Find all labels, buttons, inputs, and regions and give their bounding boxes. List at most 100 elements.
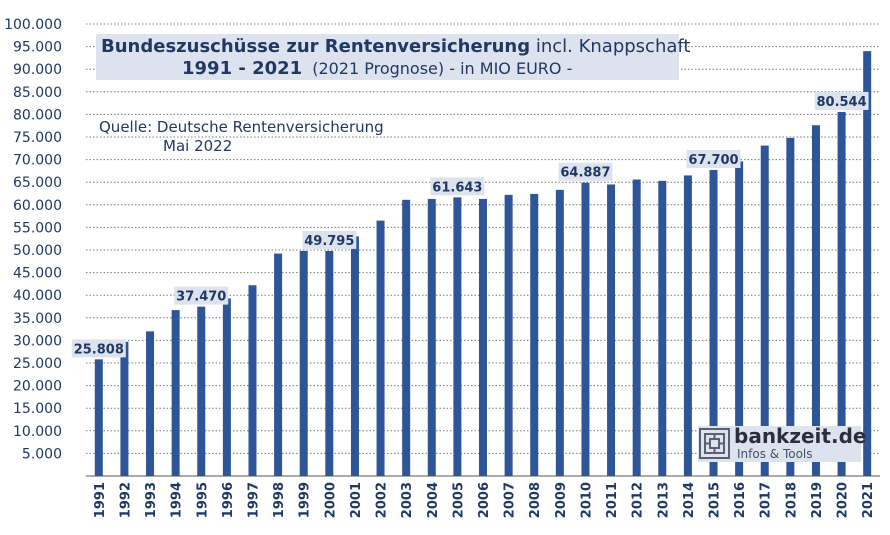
x-tick-label: 2015	[708, 482, 723, 518]
data-label-2010: 64.887	[560, 166, 610, 181]
bar-1994	[171, 310, 180, 476]
x-tick-label: 2007	[503, 482, 518, 518]
y-tick-label: 55.000	[13, 220, 62, 236]
bar-2011	[607, 184, 616, 476]
bar-2014	[683, 175, 692, 477]
bar-1993	[146, 331, 155, 476]
bars	[94, 51, 872, 477]
y-tick-label: 20.000	[13, 379, 62, 395]
x-tick-label: 1995	[195, 482, 210, 518]
x-tick-label: 2001	[349, 482, 364, 518]
x-tick-label: 2012	[631, 482, 646, 518]
source-line-1: Quelle: Deutsche Rentenversicherung	[99, 118, 384, 136]
chart-title-rest: incl. Knappschaft	[535, 36, 691, 57]
x-tick-label: 1991	[93, 482, 108, 518]
bar-2013	[658, 180, 667, 476]
bar-2015	[709, 169, 718, 476]
x-tick-label: 2013	[656, 482, 671, 518]
x-tick-label: 2010	[579, 482, 594, 518]
x-tick-label: 1996	[221, 482, 236, 518]
subtitle-rest: (2021 Prognose) - in MIO EURO -	[312, 59, 573, 78]
x-axis-tick-labels: 1991 1992 1993 1994 1995 1996 1997 1998 1999 2000…	[93, 482, 876, 518]
y-tick-label: 60.000	[13, 198, 62, 214]
data-label-background	[430, 177, 485, 196]
x-tick-label: 2021	[861, 482, 876, 518]
logo-name: bankzeit.de	[734, 424, 867, 448]
bar-2010	[581, 182, 590, 476]
chart-subtitle: 1991 - 2021 (2021 Prognose) - in MIO EURO…	[182, 58, 572, 79]
bar-2018	[786, 137, 795, 477]
bar-2006	[479, 198, 487, 476]
bar-1999	[299, 250, 308, 476]
bar-2003	[402, 199, 411, 476]
bar-2017	[760, 145, 769, 476]
data-label-2005: 61.643	[432, 180, 482, 195]
data-label-background	[302, 230, 357, 249]
x-tick-label: 2008	[528, 482, 543, 518]
y-tick-label: 80.000	[13, 107, 62, 123]
x-tick-label: 2011	[605, 482, 620, 518]
bar-1992	[120, 341, 129, 476]
y-tick-label: 95.000	[13, 40, 62, 56]
y-tick-label: 85.000	[13, 85, 62, 101]
x-tick-label: 2004	[426, 482, 441, 518]
x-tick-label: 2005	[451, 482, 466, 518]
bar-2012	[632, 179, 641, 476]
x-tick-label: 2003	[400, 482, 415, 518]
bar-2008	[530, 193, 539, 476]
bar-1996	[222, 298, 231, 476]
bar-2020	[837, 111, 846, 477]
y-tick-label: 90.000	[13, 62, 62, 78]
bar-2002	[376, 220, 385, 476]
data-label-2000: 49.795	[304, 234, 354, 249]
bar-2000	[325, 250, 334, 476]
data-label-1995: 37.470	[176, 290, 226, 305]
y-tick-label: 100.000	[4, 17, 62, 33]
logo-box	[698, 426, 861, 462]
y-tick-label: 25.000	[13, 356, 62, 372]
x-tick-label: 2000	[323, 482, 338, 518]
y-tick-label: 30.000	[13, 333, 62, 349]
logo-tagline: Infos & Tools	[737, 447, 813, 461]
y-tick-label: 65.000	[13, 175, 62, 191]
x-tick-label: 1997	[246, 482, 261, 518]
y-tick-label: 35.000	[13, 311, 62, 327]
data-label-2015: 67.700	[688, 153, 738, 168]
y-axis-tick-labels: 100.000 95.000 90.000 85.000 80.000 75.000 70.…	[4, 17, 62, 462]
x-tick-label: 1994	[170, 482, 185, 518]
data-label-2020: 80.544	[816, 95, 866, 110]
bar-2005	[453, 197, 462, 476]
x-tick-label: 2016	[733, 482, 748, 518]
data-label-background	[71, 339, 126, 358]
x-tick-label: 2006	[477, 482, 492, 518]
x-tick-label: 2017	[759, 482, 774, 518]
y-tick-label: 45.000	[13, 266, 62, 282]
x-tick-label: 2014	[682, 482, 697, 518]
y-tick-label: 15.000	[13, 401, 62, 417]
bar-1991	[94, 359, 103, 476]
x-tick-label: 1998	[272, 482, 287, 518]
bar-1995	[197, 306, 206, 476]
bar-2007	[504, 194, 513, 476]
bar-2009	[555, 189, 564, 476]
bar-1997	[248, 285, 257, 476]
bar-1998	[274, 253, 283, 476]
data-label-background	[174, 286, 229, 305]
x-tick-label: 2009	[554, 482, 569, 518]
chart-title: Bundeszuschüsse zur Rentenversicherung i…	[101, 36, 690, 57]
data-labels: 25.808 37.470 49.795 61.643 64.887 67.700 80.5…	[71, 91, 869, 358]
data-label-1991: 25.808	[74, 342, 124, 357]
x-tick-label: 2002	[375, 482, 390, 518]
bar-2004	[427, 198, 436, 476]
y-tick-label: 75.000	[13, 130, 62, 146]
bar-2001	[350, 236, 359, 476]
bar-2021	[863, 51, 872, 477]
x-tick-label: 1993	[144, 482, 159, 518]
bankzeit-logo-icon	[699, 428, 730, 459]
source-line-2: Mai 2022	[163, 137, 233, 155]
chart-title-bold: Bundeszuschüsse zur Rentenversicherung	[101, 36, 531, 57]
data-label-background	[814, 91, 869, 110]
y-tick-label: 70.000	[13, 153, 62, 169]
subtitle-years: 1991 - 2021	[182, 58, 303, 79]
